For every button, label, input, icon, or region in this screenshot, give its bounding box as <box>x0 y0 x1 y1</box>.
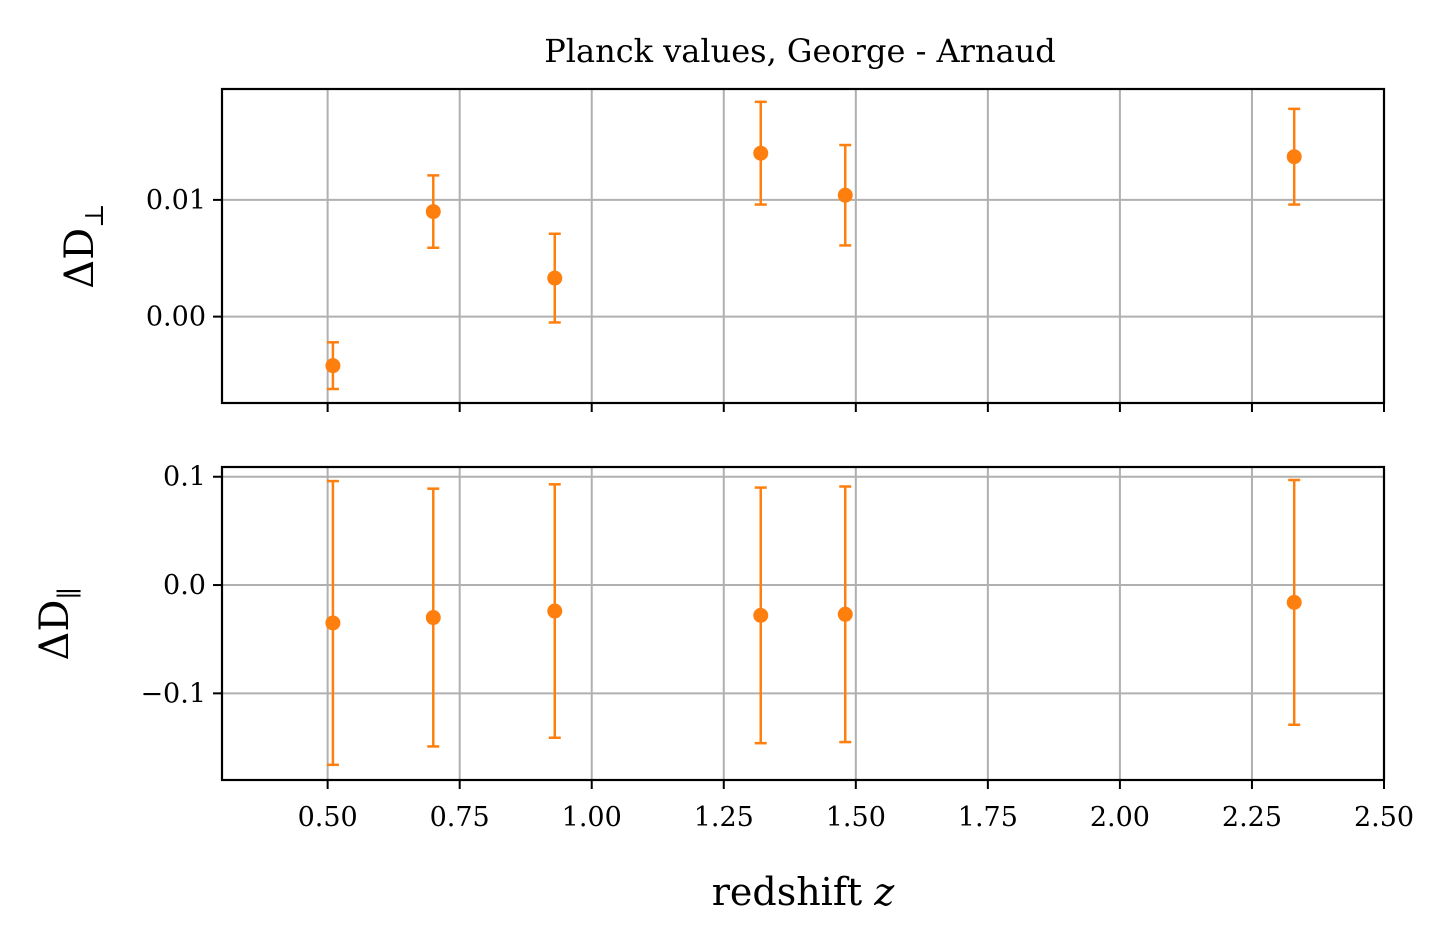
bottom-ticks: 0.50 0.75 1.00 1.25 1.50 1.75 2.00 2.25 2.50 −0.1… <box>140 462 1414 833</box>
top-data-point <box>547 270 563 286</box>
bottom-x-tick-label: 0.75 <box>430 802 490 833</box>
top-data-point <box>325 358 341 374</box>
bottom-y-axis-label-sub: ∥ <box>55 588 85 600</box>
chart-title: Planck values, George - Arnaud <box>544 32 1055 70</box>
bottom-y-tick-label: −0.1 <box>140 678 206 709</box>
bottom-x-tick-label: 0.50 <box>298 802 358 833</box>
bottom-x-tick-label: 2.50 <box>1354 802 1414 833</box>
bottom-x-tick-label: 1.00 <box>562 802 622 833</box>
bottom-x-tick-label: 2.00 <box>1090 802 1150 833</box>
bottom-data-marks <box>325 478 1302 767</box>
bottom-data-point <box>325 615 341 631</box>
bottom-y-tick-label: 0.0 <box>163 570 206 601</box>
bottom-data-point <box>425 610 441 626</box>
top-data-point <box>753 145 769 161</box>
bottom-x-tick-label: 1.75 <box>958 802 1018 833</box>
bottom-y-axis-label: ΔD∥ <box>32 588 85 661</box>
bottom-data-point <box>837 606 853 622</box>
x-axis-label-word: redshift <box>712 870 875 914</box>
top-data-point <box>425 204 441 220</box>
top-data-marks <box>325 100 1302 391</box>
x-axis-label: redshift z <box>712 870 896 914</box>
x-axis-label-variable: z <box>873 870 895 914</box>
bottom-x-tick-label: 1.50 <box>826 802 886 833</box>
top-y-tick-label: 0.00 <box>146 302 206 333</box>
top-axes-frame <box>220 87 1386 405</box>
top-y-axis-label-main: ΔD <box>57 228 103 289</box>
top-y-tick-label: 0.01 <box>146 185 206 216</box>
top-y-axis-label-sub: ⊥ <box>80 203 110 227</box>
bottom-x-tick-label: 1.25 <box>694 802 754 833</box>
top-grid <box>222 89 1384 403</box>
top-panel: 0.00 0.01 <box>146 87 1386 412</box>
bottom-y-tick-label: 0.1 <box>163 462 206 493</box>
bottom-data-point <box>753 607 769 623</box>
bottom-data-point <box>547 603 563 619</box>
bottom-axes-frame <box>220 465 1386 782</box>
bottom-grid <box>222 467 1384 780</box>
bottom-x-tick-label: 2.25 <box>1222 802 1282 833</box>
top-data-point <box>837 187 853 203</box>
bottom-data-point <box>1286 594 1302 610</box>
top-y-axis-label: ΔD⊥ <box>57 203 110 288</box>
top-data-point <box>1286 149 1302 165</box>
bottom-panel: 0.50 0.75 1.00 1.25 1.50 1.75 2.00 2.25 2.50 −0.1… <box>140 462 1414 833</box>
bottom-y-axis-label-main: ΔD <box>32 600 78 661</box>
top-ticks: 0.00 0.01 <box>146 185 1385 412</box>
